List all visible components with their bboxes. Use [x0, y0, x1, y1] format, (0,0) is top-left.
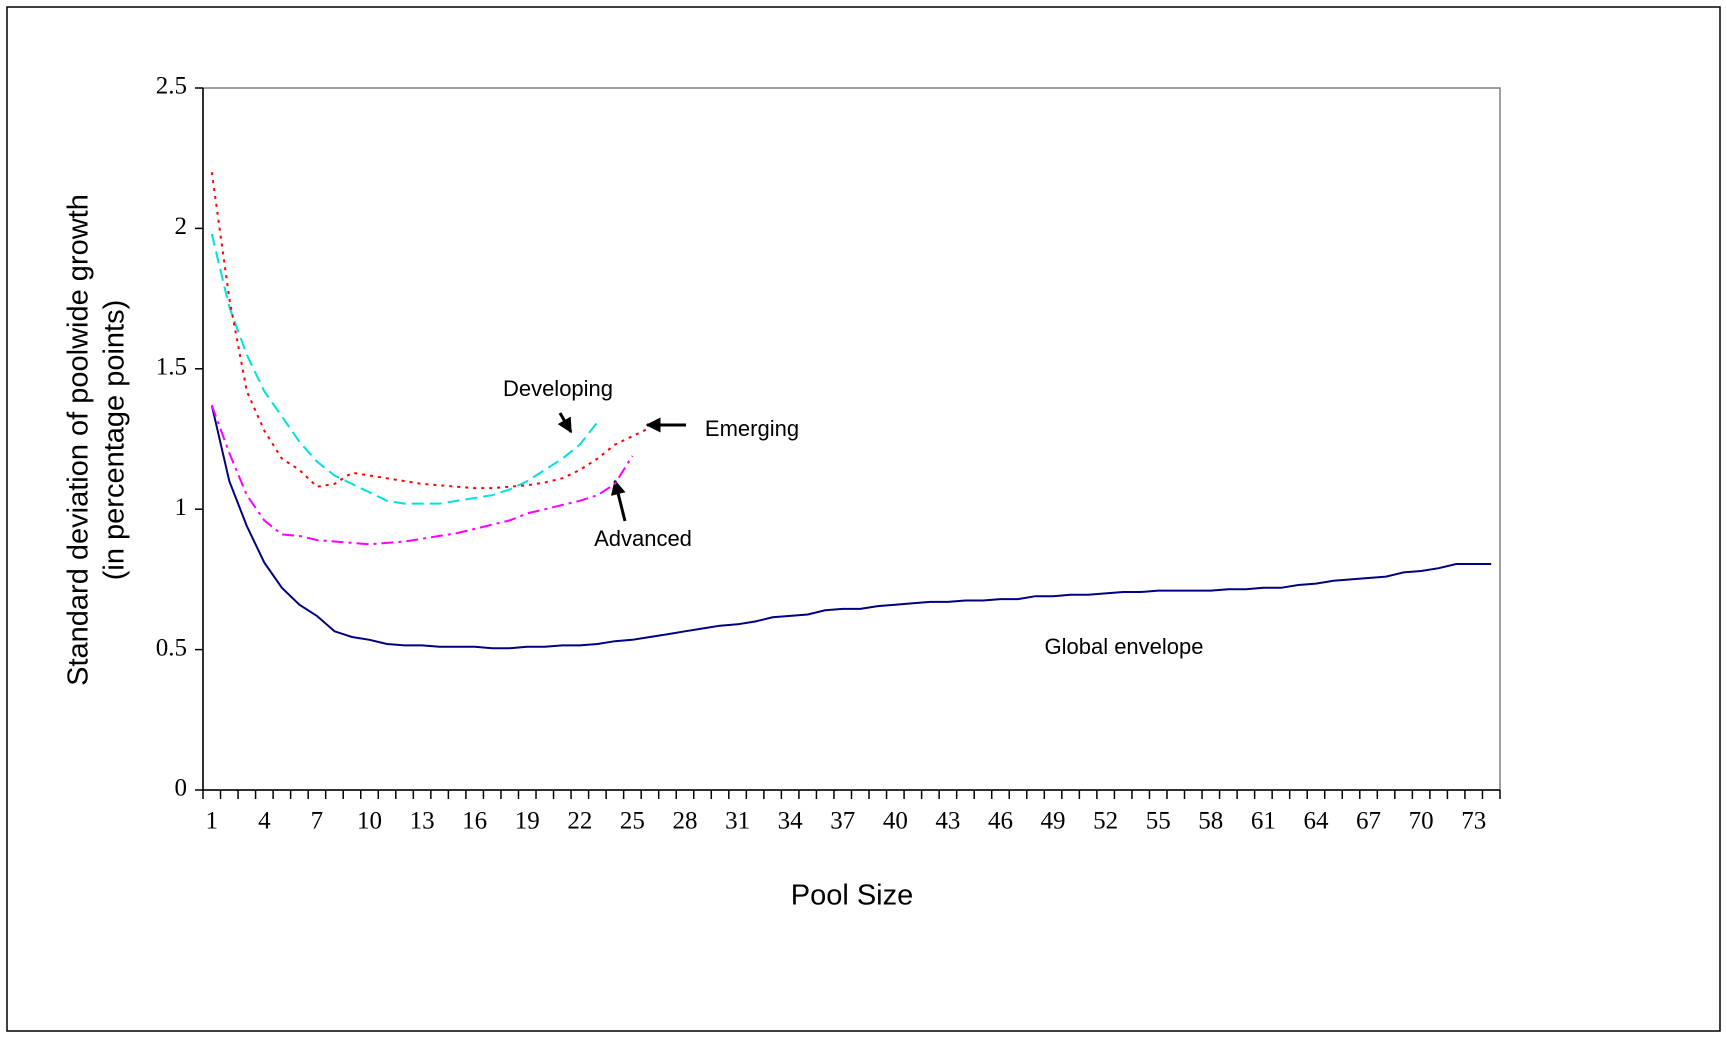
x-tick-label: 40 [883, 808, 908, 835]
y-tick-label: 1.5 [156, 354, 187, 381]
x-tick-label: 73 [1461, 808, 1486, 835]
x-tick-label: 19 [515, 808, 540, 835]
x-axis-label: Pool Size [791, 880, 914, 912]
arrow [610, 479, 627, 522]
x-tick-label: 16 [462, 808, 487, 835]
y-axis-label-line: Standard deviation of poolwide growth [63, 194, 95, 686]
x-tick-label: 10 [357, 808, 382, 835]
x-tick-label: 7 [311, 808, 324, 835]
x-tick-label: 58 [1198, 808, 1223, 835]
x-tick-label: 37 [830, 808, 855, 835]
frame [6, 6, 1721, 1032]
series-label: Developing [503, 376, 613, 401]
y-tick-label: 2.5 [156, 73, 187, 100]
y-axis-label: Standard deviation of poolwide growth (i… [63, 194, 131, 686]
x-tick-label: 64 [1303, 808, 1329, 835]
x-tick-label: 46 [988, 808, 1013, 835]
series-line [210, 404, 634, 546]
series-label: Global envelope [1044, 634, 1203, 659]
x-tick-label: 49 [1041, 808, 1066, 835]
x-tick-label: 55 [1146, 808, 1171, 835]
series-label: Emerging [705, 416, 799, 441]
y-tick-label: 1 [175, 494, 188, 521]
x-tick-label: 31 [725, 808, 750, 835]
series-line [210, 233, 599, 505]
x-tick-label: 34 [778, 808, 804, 835]
y-tick-label: 2 [175, 213, 188, 240]
x-tick-label: 22 [567, 808, 592, 835]
y-tick-label: 0.5 [156, 634, 187, 661]
x-tick-label: 61 [1251, 808, 1276, 835]
x-tick-label: 13 [410, 808, 435, 835]
plot-area [202, 87, 1501, 791]
y-tick-label: 0 [175, 775, 188, 802]
x-tick-label: 4 [258, 808, 271, 835]
x-tick-label: 43 [935, 808, 960, 835]
x-tick-label: 67 [1356, 808, 1381, 835]
arrow [557, 412, 573, 434]
x-tick-label: 28 [672, 808, 697, 835]
series-line [210, 172, 651, 490]
x-tick-label: 25 [620, 808, 645, 835]
series-line [210, 405, 1492, 650]
series-label: Advanced [594, 526, 692, 551]
x-tick-label: 1 [206, 808, 219, 835]
y-axis-label-line: (in percentage points) [99, 300, 131, 581]
x-tick-label: 52 [1093, 808, 1118, 835]
x-tick-label: 70 [1409, 808, 1434, 835]
